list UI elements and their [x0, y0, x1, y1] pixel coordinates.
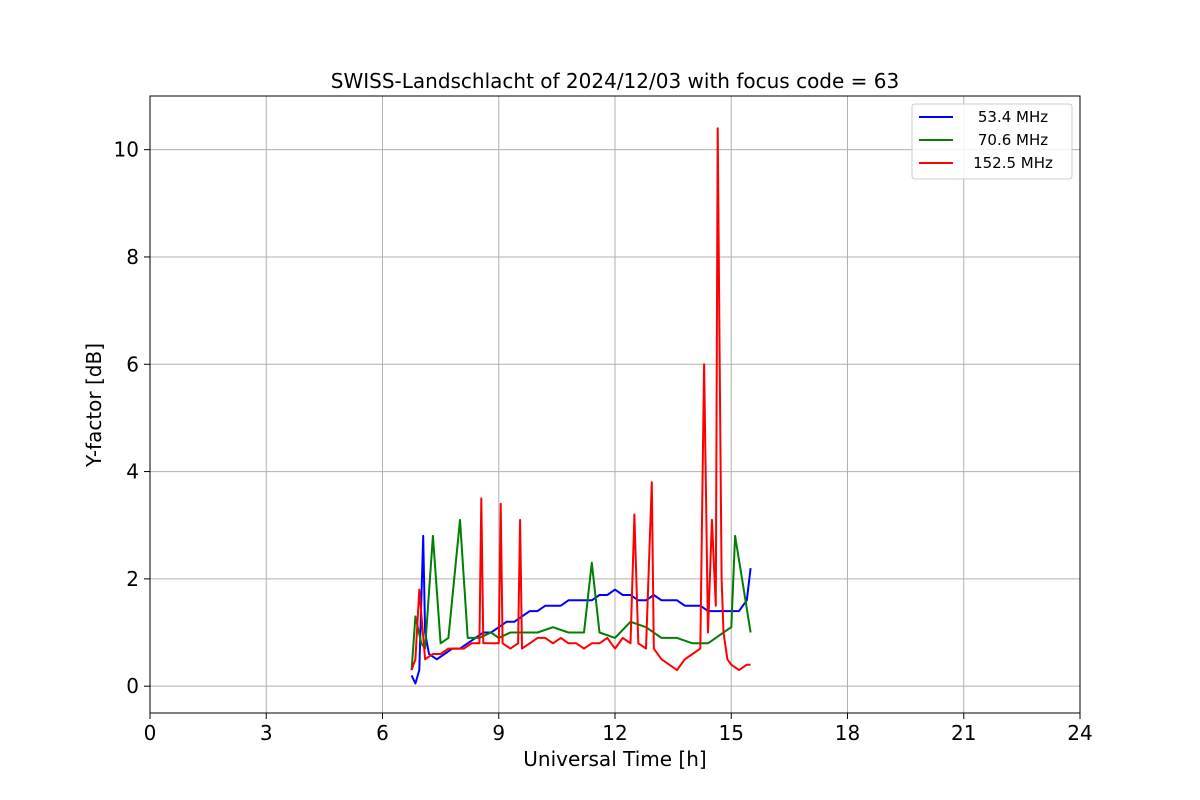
y-axis-label: Y-factor [dB]	[82, 343, 106, 468]
legend-label: 70.6 MHz	[978, 131, 1048, 149]
chart-title: SWISS-Landschlacht of 2024/12/03 with fo…	[331, 69, 899, 93]
legend-box	[911, 103, 1073, 180]
x-tick-label: 12	[602, 721, 627, 745]
legend-label: 152.5 MHz	[973, 154, 1053, 172]
x-tick-label: 0	[144, 721, 157, 745]
x-tick-label: 3	[260, 721, 273, 745]
x-axis-label: Universal Time [h]	[523, 747, 706, 771]
x-axis: 0 3 6 9 12 15 18 21 24	[144, 713, 1093, 745]
x-tick-label: 18	[835, 721, 860, 745]
y-tick-label: 8	[126, 245, 139, 269]
y-tick-label: 10	[114, 138, 139, 162]
legend-label: 53.4 MHz	[978, 108, 1048, 126]
series-line	[410, 518, 752, 671]
x-tick-label: 24	[1067, 721, 1092, 745]
series-layer	[410, 127, 752, 685]
y-tick-label: 4	[126, 460, 139, 484]
x-tick-label: 6	[376, 721, 389, 745]
y-tick-label: 0	[126, 674, 139, 698]
x-tick-label: 21	[951, 721, 976, 745]
y-tick-label: 6	[126, 352, 139, 376]
legend: 53.4 MHz 70.6 MHz 152.5 MHz	[911, 103, 1073, 180]
x-tick-label: 9	[492, 721, 505, 745]
y-tick-label: 2	[126, 567, 139, 591]
y-axis: 0 2 4 6 8 10	[114, 138, 150, 698]
series-line	[410, 127, 751, 672]
x-tick-label: 15	[719, 721, 744, 745]
